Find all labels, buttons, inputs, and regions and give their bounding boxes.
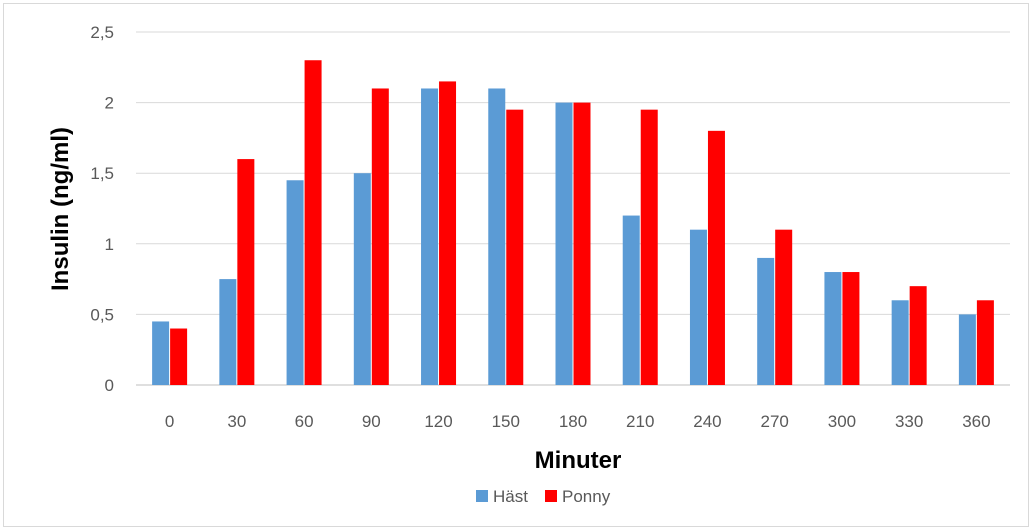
bar-ponny: [842, 272, 860, 385]
x-tick-label: 210: [626, 412, 654, 431]
bar-hast: [488, 88, 506, 385]
bar-hast: [286, 180, 304, 385]
bar-ponny: [237, 159, 255, 385]
bar-hast: [891, 300, 909, 385]
bar-ponny: [707, 130, 725, 385]
bar-ponny: [439, 81, 457, 386]
bar-ponny: [170, 328, 188, 385]
bar-ponny: [976, 300, 994, 385]
x-tick-label: 270: [761, 412, 789, 431]
x-tick-label: 180: [559, 412, 587, 431]
bar-hast: [958, 314, 976, 385]
bar-hast: [622, 215, 640, 385]
y-tick-label: 0: [105, 376, 114, 395]
x-tick-label: 30: [227, 412, 246, 431]
y-tick-label: 1: [105, 235, 114, 254]
legend-swatch: [545, 490, 557, 502]
bar-ponny: [775, 229, 793, 385]
bar-hast: [219, 279, 237, 385]
bar-hast: [555, 102, 573, 385]
bar-ponny: [506, 109, 524, 385]
y-tick-label: 0,5: [90, 305, 114, 324]
y-axis-title: Insulin (ng/ml): [47, 127, 74, 291]
bars: [152, 60, 994, 386]
x-axis-title: Minuter: [535, 447, 622, 474]
x-tick-label: 240: [693, 412, 721, 431]
bar-ponny: [573, 102, 591, 385]
x-tick-label: 90: [362, 412, 381, 431]
x-tick-label: 330: [895, 412, 923, 431]
x-tick-label: 150: [492, 412, 520, 431]
bar-ponny: [640, 109, 658, 385]
bar-hast: [152, 321, 170, 385]
x-tick-label: 0: [165, 412, 174, 431]
legend-swatch: [476, 490, 488, 502]
bar-ponny: [909, 286, 927, 385]
bar-hast: [353, 173, 371, 385]
y-tick-label: 2: [105, 94, 114, 113]
bar-hast: [689, 229, 707, 385]
bar-hast: [757, 257, 775, 385]
bar-hast: [421, 88, 439, 385]
bar-ponny: [371, 88, 389, 385]
y-tick-label: 1,5: [90, 164, 114, 183]
y-tick-label: 2,5: [90, 23, 114, 42]
legend-label: Ponny: [562, 487, 611, 506]
x-tick-label: 120: [424, 412, 452, 431]
legend-label: Häst: [493, 487, 528, 506]
x-tick-label: 300: [828, 412, 856, 431]
x-tick-label: 60: [295, 412, 314, 431]
legend: Häst Ponny: [476, 487, 611, 506]
bar-ponny: [304, 60, 322, 386]
grid-lines: [136, 31, 1010, 386]
bar-hast: [824, 272, 842, 385]
x-tick-label: 360: [962, 412, 990, 431]
x-tick-labels: 0 30 60 90 120 150 180 210 240 270 300 330 360: [165, 412, 991, 431]
y-tick-labels: 0 0,5 1 1,5 2 2,5: [90, 23, 114, 395]
